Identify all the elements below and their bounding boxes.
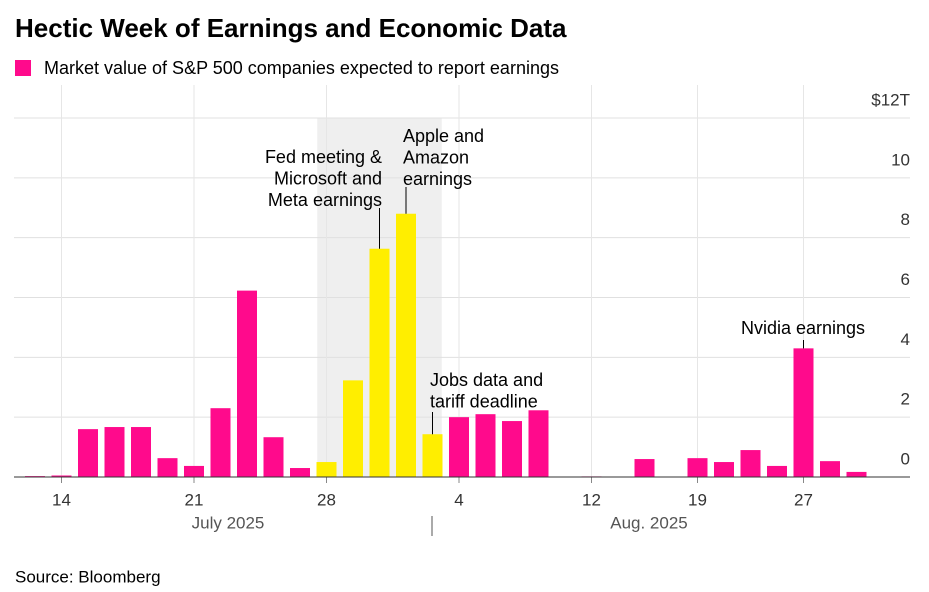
bar [104, 427, 125, 477]
annotation: Jobs data and [430, 370, 543, 390]
bar [78, 429, 98, 477]
y-tick-label: 8 [901, 210, 910, 229]
x-tick-label: 27 [794, 490, 813, 509]
annotation: Meta earnings [268, 190, 382, 210]
month-label: July 2025 [192, 513, 265, 532]
bar [820, 461, 840, 477]
legend-swatch [15, 60, 31, 76]
bar [714, 462, 734, 477]
bar [396, 213, 416, 477]
bar [343, 380, 363, 477]
bar [740, 450, 761, 477]
annotation: Fed meeting & [265, 147, 382, 167]
annotation: tariff deadline [430, 391, 538, 411]
y-tick-label: 2 [901, 390, 910, 409]
legend-label: Market value of S&P 500 companies expect… [44, 58, 559, 78]
y-tick-label: 4 [901, 330, 910, 349]
annotation: Microsoft and [274, 168, 382, 188]
source: Source: Bloomberg [15, 567, 161, 586]
y-tick-label: $12T [871, 90, 910, 109]
bar [184, 465, 204, 477]
bar [51, 475, 72, 477]
x-tick-label: 12 [582, 490, 601, 509]
bar [687, 458, 708, 477]
x-tick-label: 19 [688, 490, 707, 509]
annotation: Apple and [403, 126, 484, 146]
bar [767, 465, 787, 477]
bar [449, 417, 469, 477]
bar [290, 468, 310, 477]
annotation: earnings [403, 169, 472, 189]
y-tick-label: 0 [901, 449, 910, 468]
bar [237, 290, 257, 477]
bar [369, 248, 390, 477]
chart-title: Hectic Week of Earnings and Economic Dat… [15, 13, 567, 43]
y-tick-label: 6 [901, 270, 910, 289]
annotation: Amazon [403, 147, 469, 167]
y-tick-label: 10 [891, 150, 910, 169]
bar [475, 414, 496, 477]
bar [793, 348, 814, 477]
x-tick-label: 28 [317, 490, 336, 509]
bar [316, 462, 337, 477]
x-tick-label: 4 [454, 490, 463, 509]
bar [210, 408, 231, 477]
annotation: Nvidia earnings [741, 318, 865, 338]
bar [634, 459, 655, 477]
bar [422, 434, 443, 477]
bar [528, 410, 549, 477]
bar [846, 471, 867, 477]
bar [131, 427, 151, 477]
x-tick-label: 14 [52, 490, 71, 509]
bar [157, 458, 178, 477]
bar [502, 421, 522, 477]
month-label: Aug. 2025 [610, 513, 688, 532]
x-tick-label: 21 [185, 490, 204, 509]
bar [263, 437, 284, 477]
